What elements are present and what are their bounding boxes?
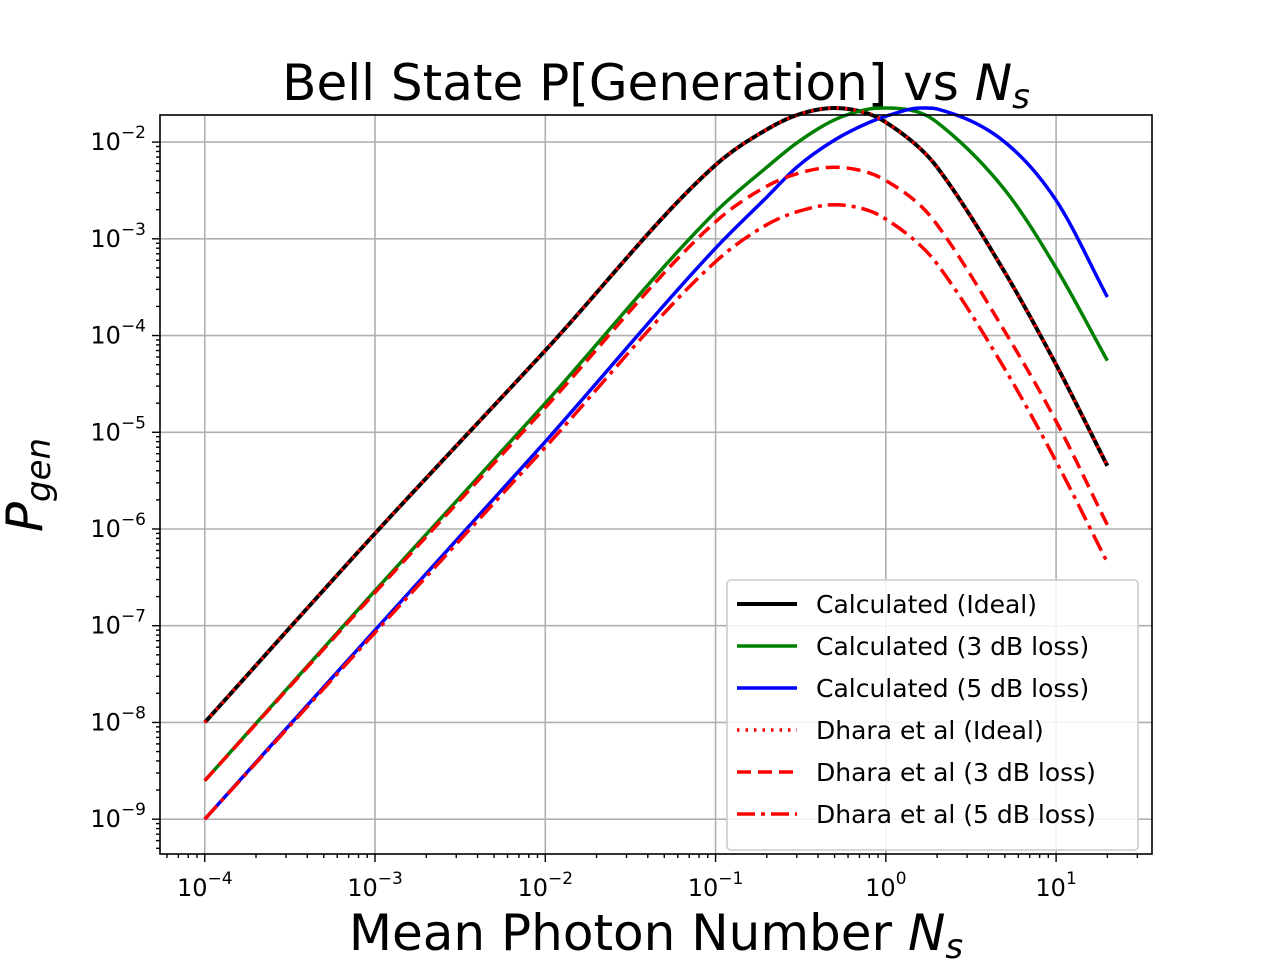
y-tick-label: 10−3 [90, 220, 146, 253]
y-label-math-sub: gen [19, 438, 59, 502]
title-math: N [975, 54, 1012, 112]
x-label-math-sub: s [945, 927, 963, 960]
x-tick-label: 100 [865, 869, 906, 902]
y-tick-label: 10−8 [90, 703, 146, 736]
x-label-math: N [908, 904, 945, 960]
title-text: Bell State P[Generation] vs [282, 54, 975, 112]
y-tick-label: 10−2 [90, 123, 146, 156]
series-line-calculated-3-db-loss [203, 106, 1109, 782]
series-line-dhara-et-al-5-db-loss [203, 203, 1109, 821]
plot-frame [159, 114, 1153, 855]
series-line-dhara-et-al-3-db-loss [203, 165, 1109, 782]
legend-label: Calculated (5 dB loss) [816, 674, 1089, 703]
x-tick-label: 10−1 [688, 869, 744, 902]
y-tick-label: 10−7 [90, 607, 146, 640]
axis-ticks: 10−4 10−3 10−2 10−1 100 101 10−9 10−8 10−7 10−6 10… [90, 123, 1139, 902]
y-tick-label: 10−9 [90, 800, 146, 833]
series-lines [203, 106, 1110, 821]
legend-label: Dhara et al (Ideal) [816, 716, 1044, 745]
legend: Calculated (Ideal) Calculated (3 dB loss)… [726, 579, 1139, 851]
series-line-calculated-5-db-loss [203, 106, 1109, 821]
title-math-sub: s [1012, 77, 1030, 117]
legend-label: Calculated (Ideal) [816, 590, 1037, 619]
x-tick-label: 10−4 [177, 869, 233, 902]
y-tick-label: 10−6 [90, 510, 146, 543]
x-axis-label: Mean Photon Number Ns [349, 904, 963, 960]
legend-label: Dhara et al (5 dB loss) [816, 800, 1096, 829]
y-tick-label: 10−5 [90, 413, 146, 446]
legend-label: Dhara et al (3 dB loss) [816, 758, 1096, 787]
legend-label: Calculated (3 dB loss) [816, 632, 1089, 661]
series-line-dhara-et-al-ideal [203, 106, 1109, 724]
x-label-text: Mean Photon Number [349, 904, 908, 960]
y-label-math: P [0, 501, 54, 532]
y-tick-label: 10−4 [90, 317, 146, 350]
legend-box [726, 579, 1139, 851]
chart-title: Bell State P[Generation] vs Ns [282, 54, 1030, 117]
x-tick-label: 10−2 [517, 869, 573, 902]
x-tick-label: 10−3 [347, 869, 403, 902]
y-axis-label: Pgen [0, 438, 59, 532]
x-tick-label: 101 [1035, 869, 1076, 902]
